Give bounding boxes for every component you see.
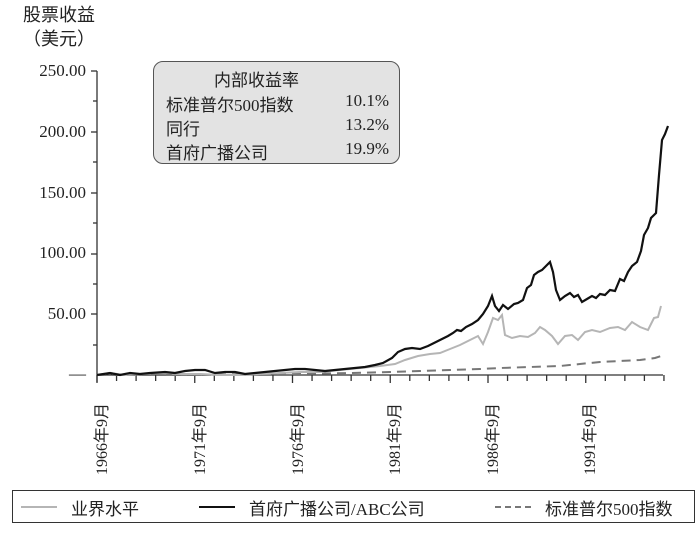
irr-row-peers: 同行 13.2% (166, 115, 389, 139)
legend-label: 业界水平 (71, 499, 139, 519)
y-tick-250: 250.00 (39, 61, 86, 80)
legend-label: 标准普尔500指数 (545, 499, 673, 519)
irr-row-value: 13.2% (345, 115, 389, 134)
y-tick-50: 50.00 (47, 304, 86, 323)
x-tick-1971: 1971年9月 (192, 402, 209, 475)
y-tick-150: 150.00 (39, 183, 86, 202)
y-tick-100: 100.00 (39, 243, 86, 262)
irr-annotation-box: 内部收益率 标准普尔500指数 10.1% 同行 13.2% 首府广播公司 19… (153, 61, 400, 164)
irr-row-value: 19.9% (345, 139, 389, 158)
legend: 业界水平 首府广播公司/ABC公司 标准普尔500指数 (12, 490, 695, 523)
legend-label: 首府广播公司/ABC公司 (249, 499, 425, 519)
irr-row-name: 首府广播公司 (166, 144, 268, 163)
irr-row-name: 标准普尔500指数 (166, 96, 294, 115)
x-tick-1981: 1981年9月 (387, 402, 404, 475)
irr-row-sp500: 标准普尔500指数 10.1% (166, 91, 389, 115)
legend-item-industry: 业界水平 (21, 496, 139, 519)
irr-row-value: 10.1% (345, 91, 389, 110)
y-axis-title-line1: 股票收益 (23, 5, 95, 26)
series-industry (96, 305, 662, 377)
legend-swatch-solid-black (199, 506, 235, 508)
y-axis-title: 股票收益 （美元） (4, 4, 114, 52)
x-tick-1966: 1966年9月 (94, 402, 111, 475)
legend-swatch-solid-light (21, 506, 57, 508)
y-tick-200: 200.00 (39, 122, 86, 141)
irr-row-capcities: 首府广播公司 19.9% (166, 139, 389, 163)
legend-item-sp500: 标准普尔500指数 (495, 496, 673, 519)
irr-title: 内部收益率 (214, 71, 299, 90)
y-tick-0: — (69, 364, 86, 383)
y-axis-title-line2: （美元） (23, 29, 95, 50)
irr-row-name: 同行 (166, 120, 200, 139)
series-abc (96, 125, 670, 377)
x-tick-1976: 1976年9月 (290, 402, 307, 475)
legend-swatch-dashed (495, 506, 531, 508)
x-tick-1991: 1991年9月 (582, 402, 599, 475)
x-tick-1986: 1986年9月 (485, 402, 502, 475)
legend-item-abc: 首府广播公司/ABC公司 (199, 496, 425, 519)
